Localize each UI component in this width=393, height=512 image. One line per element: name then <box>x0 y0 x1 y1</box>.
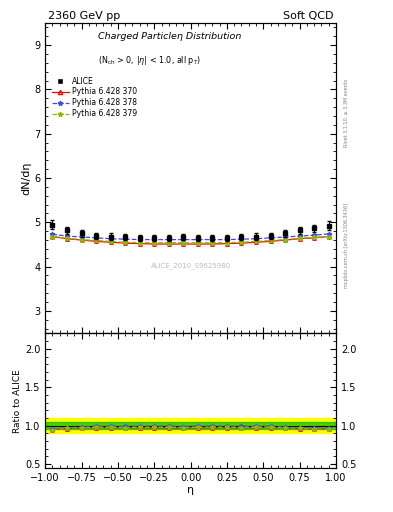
Text: Rivet 3.1.10, ≥ 3.3M events: Rivet 3.1.10, ≥ 3.3M events <box>344 78 349 147</box>
Bar <box>45 418 336 433</box>
Y-axis label: dN/dη: dN/dη <box>21 161 31 195</box>
Text: ALICE_2010_S9625980: ALICE_2010_S9625980 <box>151 262 231 269</box>
Bar <box>45 422 336 430</box>
Text: Soft QCD: Soft QCD <box>283 11 333 22</box>
Text: mcplots.cern.ch [arXiv:1306.3436]: mcplots.cern.ch [arXiv:1306.3436] <box>344 203 349 288</box>
Text: 2360 GeV pp: 2360 GeV pp <box>48 11 120 22</box>
Text: Charged Particleη Distribution: Charged Particleη Distribution <box>97 32 241 41</box>
X-axis label: η: η <box>187 485 194 495</box>
Text: (N$_\mathrm{ch}$ > 0, |$\eta$| < 1.0, all p$_\mathrm{T}$): (N$_\mathrm{ch}$ > 0, |$\eta$| < 1.0, al… <box>97 54 201 67</box>
Y-axis label: Ratio to ALICE: Ratio to ALICE <box>13 369 22 433</box>
Legend: ALICE, Pythia 6.428 370, Pythia 6.428 378, Pythia 6.428 379: ALICE, Pythia 6.428 370, Pythia 6.428 37… <box>52 76 137 118</box>
